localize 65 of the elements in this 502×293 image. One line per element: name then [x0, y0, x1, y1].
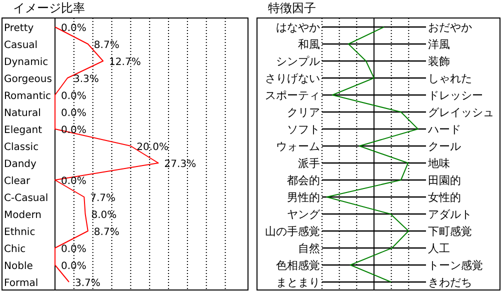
data-label: 0.0% [61, 23, 86, 34]
data-label: 20.0% [136, 142, 168, 153]
y-tick-label: スポーティ [265, 89, 320, 102]
y2-tick-label: 下町感覚 [428, 225, 472, 238]
data-label: 0.0% [61, 91, 86, 102]
data-label: 8.7% [94, 40, 120, 51]
y2-tick-label: しゃれた [428, 72, 472, 85]
y-tick-label: ソフト [287, 123, 320, 136]
y-tick-label: 山の手感覚 [265, 225, 320, 238]
y-tick-label: Casual [4, 40, 38, 51]
data-label: 8.7% [94, 227, 120, 238]
y-tick-label: Chic [4, 244, 26, 255]
y-tick-label: Classic [4, 142, 39, 153]
y-tick-label: 派手 [298, 157, 320, 170]
y-tick-label: さりげない [265, 72, 320, 85]
y-tick-label: 自然 [298, 242, 320, 255]
y-tick-label: Dandy [4, 159, 37, 170]
y2-tick-label: きわだち [428, 276, 472, 289]
y2-tick-label: 装飾 [428, 55, 450, 68]
data-label: 12.7% [109, 57, 141, 68]
y-tick-label: Elegant [4, 125, 42, 136]
y-tick-label: 色相感覚 [276, 259, 320, 272]
y2-tick-label: クール [428, 140, 461, 153]
y2-tick-label: ドレッシー [428, 89, 483, 102]
y2-tick-label: 地味 [427, 157, 450, 170]
y-tick-label: Gorgeous [4, 74, 52, 85]
y-tick-label: 都会的 [287, 174, 320, 187]
chart-title: 特徴因子 [268, 1, 316, 15]
data-label: 3.3% [73, 74, 99, 85]
y-tick-label: はなやか [276, 21, 320, 34]
y2-tick-label: ハード [427, 123, 461, 136]
chart-title: イメージ比率 [13, 1, 85, 15]
y-tick-label: C-Casual [4, 193, 48, 204]
y-tick-label: ウォーム [276, 140, 320, 153]
data-label: 0.0% [61, 176, 86, 187]
y-tick-label: Romantic [4, 91, 52, 102]
y-tick-label: Modern [4, 210, 42, 221]
y-tick-label: 和風 [298, 38, 320, 51]
data-label: 7.7% [90, 193, 116, 204]
y2-tick-label: アダルト [428, 208, 472, 221]
y-tick-label: クリア [287, 106, 320, 119]
y2-tick-label: 洋風 [428, 38, 450, 51]
y2-tick-label: 女性的 [428, 191, 461, 204]
y-tick-label: Dynamic [4, 57, 48, 68]
y-tick-label: ヤング [287, 208, 321, 221]
data-label: 0.0% [61, 261, 86, 272]
data-label: 8.0% [91, 210, 117, 221]
y-tick-label: Clear [4, 176, 32, 187]
y-tick-label: Pretty [4, 23, 34, 34]
y-tick-label: Natural [4, 108, 41, 119]
y2-tick-label: トーン感覚 [428, 259, 483, 272]
y-tick-label: シンプル [276, 55, 320, 68]
y2-tick-label: 田園的 [428, 174, 461, 187]
data-label: 0.0% [61, 108, 86, 119]
y2-tick-label: 人工 [428, 242, 450, 255]
y-tick-label: まとまり [276, 276, 320, 289]
y-tick-label: Formal [4, 278, 38, 289]
y2-tick-label: おだやか [428, 21, 472, 34]
y-tick-label: Noble [4, 261, 33, 272]
data-label: 3.7% [75, 278, 100, 289]
data-label: 0.0% [61, 244, 86, 255]
y-tick-label: Ethnic [4, 227, 36, 238]
y-tick-label: 男性的 [287, 191, 320, 204]
data-label: 27.3% [164, 159, 196, 170]
y2-tick-label: グレイッシュ [428, 106, 494, 119]
